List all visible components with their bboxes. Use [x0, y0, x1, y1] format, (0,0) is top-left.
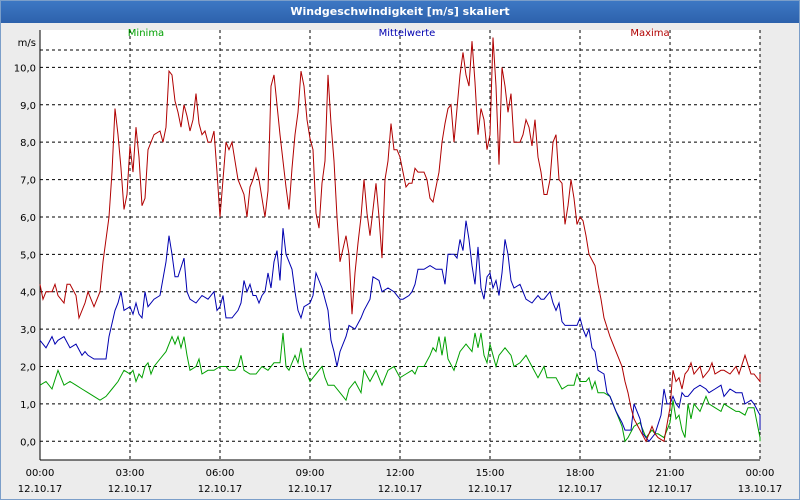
- y-tick-label: 3,0: [20, 325, 36, 336]
- axes: [39, 30, 760, 461]
- y-tick-label: 8,0: [20, 138, 36, 149]
- x-tick-date: 13.10.17: [738, 484, 783, 495]
- x-tick-time: 21:00: [656, 468, 685, 479]
- x-tick-date: 12.10.17: [378, 484, 423, 495]
- y-tick-label: 10,0: [14, 63, 36, 74]
- x-tick-time: 12:00: [386, 468, 415, 479]
- x-tick-date: 12.10.17: [468, 484, 513, 495]
- legend-minima: Minima: [128, 28, 164, 39]
- series-minima: [39, 332, 761, 443]
- y-tick-label: 5,0: [20, 250, 36, 261]
- y-axis-label: m/s: [18, 38, 36, 49]
- y-tick-label: 2,0: [20, 363, 36, 374]
- x-tick-date: 12.10.17: [648, 484, 693, 495]
- x-tick-time: 09:00: [296, 468, 325, 479]
- x-tick-time: 00:00: [26, 468, 55, 479]
- legend-mittelwerte: Mittelwerte: [379, 28, 436, 39]
- x-tick-date: 12.10.17: [18, 484, 63, 495]
- grid-lines: [39, 30, 761, 460]
- x-tick-time: 00:00: [746, 468, 775, 479]
- x-tick-time: 03:00: [116, 468, 145, 479]
- x-tick-date: 12.10.17: [558, 484, 603, 495]
- y-tick-label: 7,0: [20, 176, 36, 187]
- x-tick-time: 18:00: [566, 468, 595, 479]
- y-tick-label: 4,0: [20, 288, 36, 299]
- x-tick-time: 15:00: [476, 468, 505, 479]
- y-tick-label: 1,0: [20, 400, 36, 411]
- series-lines: [39, 37, 761, 443]
- chart-area: 0,0 1,0 2,0 3,0 4,0 5,0 6,0 7,0 8,0 9,0 10,0 00:00 1…: [14, 28, 783, 495]
- y-tick-label: 6,0: [20, 213, 36, 224]
- series-mittelwerte: [39, 220, 761, 443]
- x-tick-date: 12.10.17: [288, 484, 333, 495]
- tick-labels: 0,0 1,0 2,0 3,0 4,0 5,0 6,0 7,0 8,0 9,0 10,0 00:00 1…: [14, 38, 783, 495]
- y-tick-label: 0,0: [20, 437, 36, 448]
- x-tick-date: 12.10.17: [108, 484, 153, 495]
- y-tick-label: 9,0: [20, 101, 36, 112]
- plot-background: [40, 30, 760, 460]
- x-tick-date: 12.10.17: [198, 484, 243, 495]
- chart-title: Windgeschwindigkeit [m/s] skaliert: [1, 1, 799, 23]
- legend: Minima Mittelwerte Maxima: [128, 28, 670, 39]
- series-maxima: [39, 37, 761, 443]
- x-tick-time: 06:00: [206, 468, 235, 479]
- legend-maxima: Maxima: [630, 28, 669, 39]
